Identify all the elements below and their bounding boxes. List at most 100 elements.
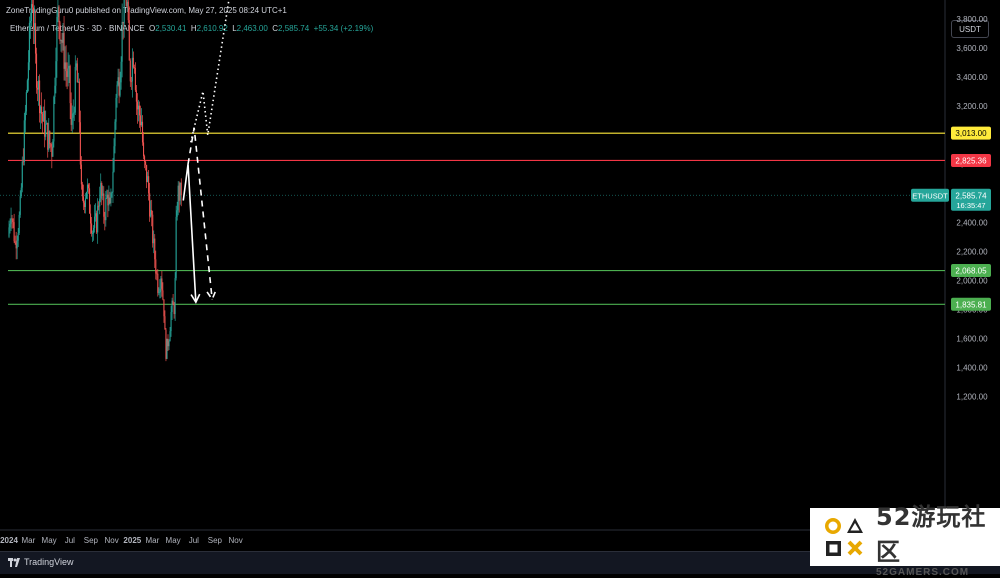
candle [91,216,93,237]
candle [140,108,143,127]
x-tick-label: 2024 [0,536,18,545]
candle [133,64,135,74]
projection-path-dotted[interactable] [189,0,231,143]
candle [164,310,166,330]
candle [34,10,37,64]
candle [137,99,139,122]
projection-path-dashed[interactable] [187,127,213,300]
y-tick-label: 1,200.00 [956,393,988,402]
candle [87,183,90,194]
candle [60,39,62,52]
candle [110,188,112,207]
candle [44,99,46,148]
candle [94,204,96,233]
candle [9,218,11,234]
candle [23,112,25,166]
candle [107,189,109,218]
projection-arrowhead-solid [190,293,201,304]
change-value: +55.34 (+2.19%) [313,24,374,33]
price-chart[interactable]: 4,200.004,000.003,800.003,600.003,400.00… [0,0,1000,551]
candle [53,95,55,148]
candle [67,52,69,87]
candle [159,279,161,299]
x-tick-label: Jul [189,536,199,545]
candle [135,85,137,116]
bar-countdown: 16:35:47 [956,201,985,210]
candle [101,181,103,206]
watermark-title: 52游玩社区 [876,502,987,566]
x-tick-label: Mar [21,536,35,545]
candle [55,47,57,94]
candle [123,0,125,38]
symbol-title[interactable]: Ethereum / TetherUS · 3D · BINANCE [10,24,145,33]
candle [71,105,73,133]
candle [8,220,10,239]
high-value: 2,610.92 [196,24,228,33]
candle [13,213,15,244]
candle [31,0,34,11]
candle [88,183,91,214]
candle [169,326,171,342]
candle [69,64,71,120]
candle [73,106,75,121]
candle [58,5,60,40]
candle [42,111,44,134]
candle [82,184,84,210]
candle [33,5,36,45]
y-tick-label: 3,800.00 [956,15,988,24]
symbol-tag: ETHUSDT [911,188,949,202]
candle [167,334,169,352]
candle [93,225,95,241]
candle [72,99,74,130]
projection-path-solid[interactable] [182,164,197,303]
x-tick-label: May [42,536,57,545]
candle [151,199,153,227]
candle [14,235,16,245]
y-tick-label: 2,200.00 [956,247,988,256]
gamepad-symbols-icon [818,511,870,563]
candle [89,204,92,234]
x-tick-label: Sep [84,536,99,545]
footer-bar: TradingView [0,551,1000,574]
candle [136,93,138,124]
candle [166,338,168,360]
candle [145,160,147,171]
candle [38,75,40,106]
candle [15,231,17,260]
candle [156,269,158,281]
candle [97,198,99,244]
ohlc-legend: Ethereum / TetherUS · 3D · BINANCE O2,53… [10,24,373,33]
candle [174,272,176,321]
published-line: ZoneTradingGuru0 published on TradingVie… [6,6,287,15]
candle [141,115,144,146]
tradingview-brand[interactable]: TradingView [8,557,74,567]
candle [128,6,130,61]
candle [54,77,56,104]
candle [144,154,146,169]
candle [115,93,117,130]
candle [106,189,108,200]
candle [117,68,119,87]
low-value: 2,463.00 [236,24,268,33]
currency-button[interactable]: USDT [951,20,989,38]
candle [65,45,67,87]
candle [83,200,85,214]
candle [126,0,128,12]
x-tick-label: Sep [208,536,223,545]
candle [77,72,79,83]
candle [64,46,66,81]
candle [177,181,179,216]
watermark-url: 52GAMERS.COM [876,566,970,578]
candle [162,282,164,301]
candle [59,20,61,45]
candle [24,104,26,133]
candle [127,0,129,23]
candle [84,193,87,214]
candle [173,301,175,319]
candle [99,186,101,215]
candle [121,3,123,78]
candle [168,339,170,350]
candle [76,57,78,83]
candle [179,182,181,205]
